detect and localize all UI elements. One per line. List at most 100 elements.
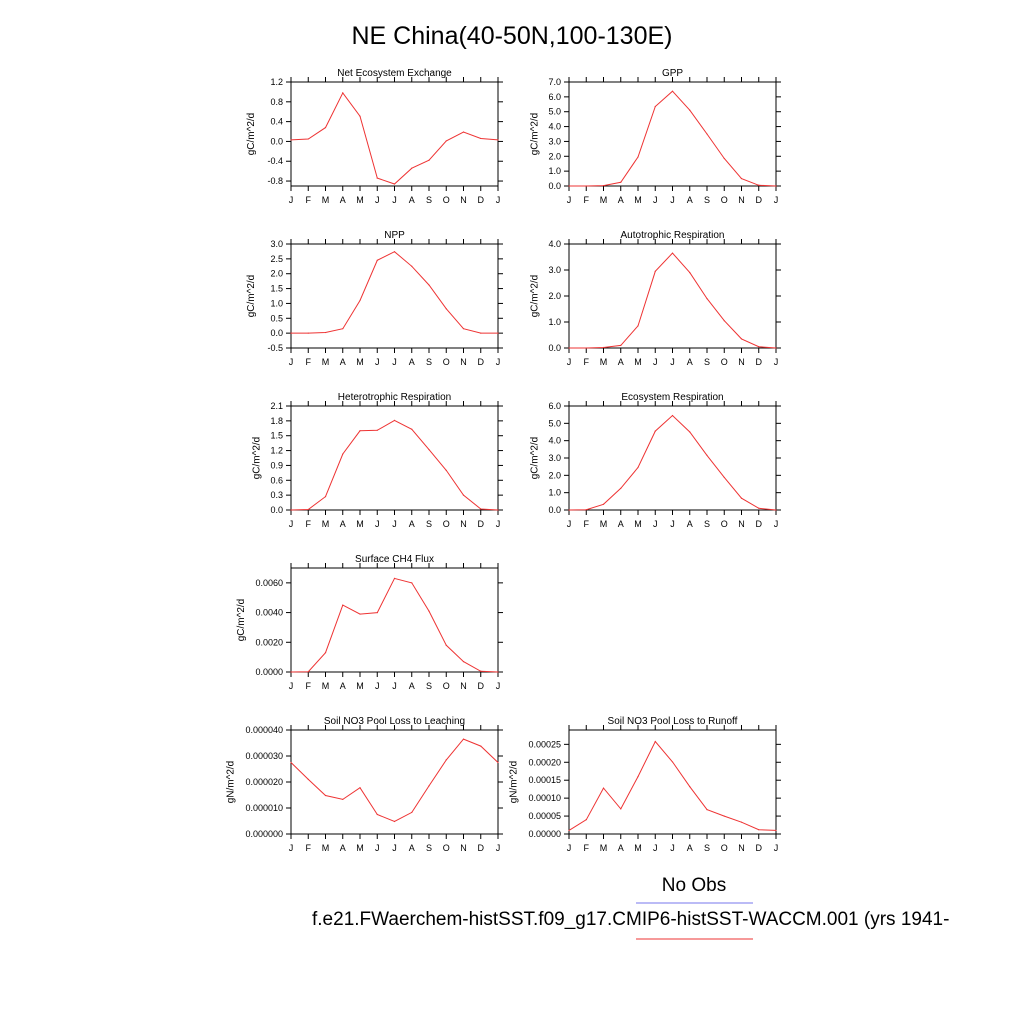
x-tick-label: M bbox=[634, 195, 642, 205]
x-tick-label: F bbox=[306, 357, 312, 367]
x-tick-label: O bbox=[443, 681, 450, 691]
x-tick-label: A bbox=[340, 681, 346, 691]
x-tick-label: J bbox=[653, 357, 658, 367]
x-tick-label: A bbox=[409, 519, 415, 529]
x-tick-label: J bbox=[289, 357, 294, 367]
panel-title: GPP bbox=[662, 68, 683, 79]
data-point bbox=[342, 92, 344, 94]
data-point bbox=[324, 496, 327, 498]
x-tick-label: D bbox=[756, 195, 763, 205]
data-point bbox=[689, 272, 691, 274]
x-tick-label: M bbox=[322, 681, 330, 691]
data-point bbox=[480, 332, 482, 334]
panel-title: Soil NO3 Pool Loss to Leaching bbox=[324, 716, 465, 727]
data-point bbox=[758, 184, 760, 186]
y-tick-label: 0.00000 bbox=[528, 829, 561, 839]
y-tick-label: 0.0040 bbox=[255, 608, 283, 618]
y-tick-label: 1.0 bbox=[548, 166, 561, 176]
data-point bbox=[307, 671, 309, 673]
x-tick-label: J bbox=[774, 357, 779, 367]
x-tick-label: A bbox=[409, 843, 415, 853]
x-tick-label: J bbox=[496, 357, 501, 367]
data-point bbox=[497, 671, 499, 673]
data-point bbox=[775, 829, 777, 832]
x-tick-label: S bbox=[426, 195, 432, 205]
x-tick-label: M bbox=[322, 357, 330, 367]
data-point bbox=[775, 347, 777, 349]
data-point bbox=[359, 787, 361, 789]
y-axis-label: gN/m^2/d bbox=[509, 761, 520, 804]
y-tick-label: 0.0 bbox=[548, 343, 561, 353]
data-point bbox=[497, 509, 499, 511]
x-tick-label: J bbox=[392, 357, 397, 367]
data-point bbox=[480, 745, 482, 747]
data-point bbox=[462, 661, 465, 663]
y-axis-label: gC/m^2/d bbox=[246, 275, 257, 318]
x-tick-label: J bbox=[375, 195, 380, 205]
data-point bbox=[723, 320, 725, 322]
data-point bbox=[290, 139, 292, 141]
data-point bbox=[706, 133, 708, 135]
x-tick-label: M bbox=[356, 357, 364, 367]
data-point bbox=[568, 185, 570, 187]
x-tick-label: J bbox=[653, 519, 658, 529]
y-tick-label: 0.000020 bbox=[245, 777, 283, 787]
x-tick-label: J bbox=[496, 843, 501, 853]
data-point bbox=[290, 761, 292, 764]
x-tick-label: D bbox=[478, 357, 485, 367]
data-point bbox=[568, 509, 570, 511]
data-point bbox=[393, 251, 396, 253]
data-point bbox=[307, 138, 309, 140]
data-point bbox=[671, 414, 674, 417]
data-point bbox=[445, 759, 447, 761]
data-point bbox=[689, 109, 691, 111]
x-tick-label: F bbox=[584, 195, 590, 205]
data-point bbox=[671, 252, 674, 254]
panel-title: Surface CH4 Flux bbox=[355, 554, 434, 565]
x-tick-label: M bbox=[634, 519, 642, 529]
data-point bbox=[342, 798, 344, 801]
data-point bbox=[497, 332, 499, 334]
data-point bbox=[585, 819, 587, 821]
x-tick-label: J bbox=[375, 843, 380, 853]
y-tick-label: 2.0 bbox=[548, 291, 561, 301]
data-point bbox=[497, 139, 499, 141]
data-point bbox=[428, 159, 430, 161]
x-tick-label: S bbox=[426, 519, 432, 529]
y-tick-label: 0.0 bbox=[270, 328, 283, 338]
x-tick-label: N bbox=[460, 357, 467, 367]
x-tick-label: F bbox=[306, 681, 312, 691]
y-tick-label: 1.0 bbox=[548, 488, 561, 498]
x-tick-label: F bbox=[306, 843, 312, 853]
data-point bbox=[620, 344, 622, 346]
data-point bbox=[706, 454, 708, 456]
y-tick-label: 1.0 bbox=[548, 317, 561, 327]
data-point bbox=[307, 508, 309, 511]
x-tick-label: M bbox=[600, 357, 608, 367]
x-tick-label: J bbox=[392, 843, 397, 853]
data-point bbox=[342, 604, 344, 606]
data-point bbox=[324, 331, 327, 334]
data-point bbox=[723, 476, 725, 479]
data-point bbox=[585, 185, 587, 187]
data-point bbox=[307, 778, 309, 781]
y-tick-label: 4.0 bbox=[548, 436, 561, 446]
y-tick-label: 0.0060 bbox=[255, 578, 283, 588]
legend-model-label: f.e21.FWaerchem-histSST.f09_g17.CMIP6-hi… bbox=[312, 909, 949, 930]
x-tick-label: A bbox=[340, 195, 346, 205]
x-tick-label: J bbox=[392, 681, 397, 691]
panel-title: Ecosystem Respiration bbox=[621, 392, 723, 403]
data-point bbox=[411, 167, 413, 169]
x-tick-label: A bbox=[340, 357, 346, 367]
data-point bbox=[620, 487, 622, 489]
y-tick-label: 1.0 bbox=[270, 298, 283, 308]
data-point bbox=[602, 787, 605, 789]
y-tick-label: 0.000010 bbox=[245, 803, 283, 813]
y-tick-label: 0.00005 bbox=[528, 811, 561, 821]
y-tick-label: 4.0 bbox=[548, 239, 561, 249]
data-point bbox=[428, 448, 430, 451]
data-point bbox=[324, 126, 327, 129]
data-point bbox=[775, 509, 777, 511]
